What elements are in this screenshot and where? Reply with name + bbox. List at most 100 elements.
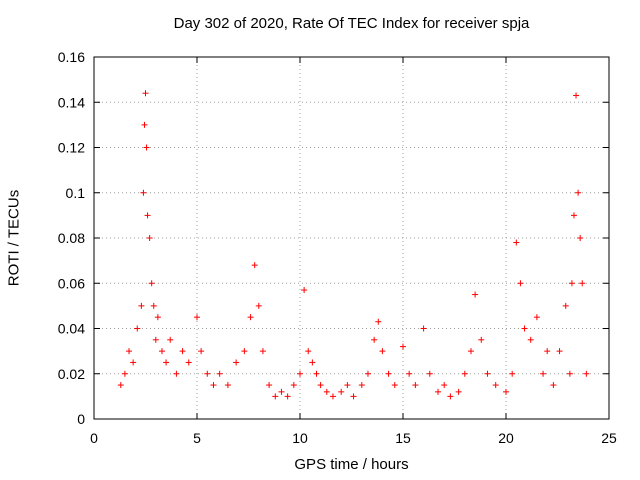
- y-tick-label: 0.06: [58, 275, 85, 291]
- data-point: [141, 121, 148, 128]
- data-point: [358, 382, 365, 389]
- data-point: [301, 287, 308, 294]
- data-point: [198, 348, 205, 355]
- data-point: [130, 359, 137, 366]
- y-tick-label: 0: [77, 411, 85, 427]
- data-point: [566, 370, 573, 377]
- y-tick-label: 0.1: [66, 185, 86, 201]
- data-point: [441, 382, 448, 389]
- data-point: [210, 382, 217, 389]
- data-point: [371, 336, 378, 343]
- x-tick-label: 5: [193, 430, 201, 446]
- y-tick-label: 0.02: [58, 366, 85, 382]
- data-point: [126, 348, 133, 355]
- data-point: [224, 382, 231, 389]
- ticks: 0 0.02 0.04 0.06 0.08 0.1 0.12 0.14 0.16 0 5 10 15 20…: [58, 49, 617, 446]
- data-point: [406, 370, 413, 377]
- data-point: [173, 370, 180, 377]
- x-tick-label: 10: [292, 430, 308, 446]
- data-point: [472, 291, 479, 298]
- data-point: [583, 370, 590, 377]
- data-point: [323, 388, 330, 395]
- data-point: [540, 370, 547, 377]
- data-point: [521, 325, 528, 332]
- data-point: [259, 348, 266, 355]
- data-point: [152, 336, 159, 343]
- data-point: [435, 388, 442, 395]
- x-tick-label: 20: [498, 430, 514, 446]
- data-point: [167, 336, 174, 343]
- data-point: [350, 393, 357, 400]
- data-point: [391, 382, 398, 389]
- data-point: [309, 359, 316, 366]
- data-point: [185, 359, 192, 366]
- data-point: [467, 348, 474, 355]
- data-point: [338, 388, 345, 395]
- y-tick-label: 0.14: [58, 94, 85, 110]
- x-tick-label: 25: [601, 430, 617, 446]
- data-point: [556, 348, 563, 355]
- data-point: [577, 235, 584, 241]
- data-point: [364, 370, 371, 377]
- data-point: [412, 382, 419, 389]
- data-point: [117, 382, 124, 389]
- data-point: [575, 189, 582, 196]
- data-point: [375, 318, 382, 325]
- data-point: [455, 388, 462, 395]
- data-point: [241, 348, 248, 355]
- data-point: [570, 212, 577, 219]
- data-point: [194, 314, 200, 321]
- data-point: [150, 302, 157, 309]
- data-point: [247, 314, 254, 321]
- data-point: [134, 325, 141, 332]
- data-point: [148, 280, 155, 287]
- data-point: [290, 382, 297, 389]
- y-tick-label: 0.04: [58, 321, 85, 337]
- data-point: [503, 388, 509, 395]
- data-point: [143, 144, 150, 151]
- data-point: [400, 343, 406, 350]
- data-point: [484, 370, 491, 377]
- data-point: [305, 348, 312, 355]
- y-tick-label: 0.16: [58, 49, 85, 65]
- y-tick-label: 0.12: [58, 140, 85, 156]
- plot-frame: [93, 56, 610, 420]
- x-axis-label: GPS time / hours: [294, 456, 409, 473]
- data-point: [317, 382, 324, 389]
- data-point: [297, 370, 303, 377]
- data-point: [233, 359, 240, 366]
- grid: [94, 57, 609, 419]
- data-point: [272, 393, 279, 400]
- data-point: [154, 314, 161, 321]
- data-point: [509, 370, 516, 377]
- data-point: [284, 393, 291, 400]
- data-point: [533, 314, 540, 321]
- data-point: [478, 336, 485, 343]
- data-point: [163, 359, 170, 366]
- data-point: [568, 280, 575, 287]
- data-point: [179, 348, 186, 355]
- data-point: [447, 393, 454, 400]
- data-point: [579, 280, 586, 287]
- data-point: [550, 382, 557, 389]
- data-point: [562, 302, 569, 309]
- data-point: [140, 189, 147, 196]
- data-point: [492, 382, 499, 389]
- y-tick-label: 0.08: [58, 230, 85, 246]
- data-point: [251, 262, 258, 269]
- x-tick-label: 15: [395, 430, 411, 446]
- data-point: [344, 382, 351, 389]
- data-point: [278, 388, 285, 395]
- data-point: [544, 348, 551, 355]
- data-point: [158, 348, 165, 355]
- data-point: [204, 370, 211, 377]
- data-point: [517, 280, 524, 287]
- data-point: [121, 370, 128, 377]
- y-axis-label: ROTI / TECUs: [5, 189, 23, 287]
- data-point: [573, 92, 580, 99]
- data-point: [385, 370, 392, 377]
- data-point: [313, 370, 320, 377]
- data-point: [142, 90, 149, 97]
